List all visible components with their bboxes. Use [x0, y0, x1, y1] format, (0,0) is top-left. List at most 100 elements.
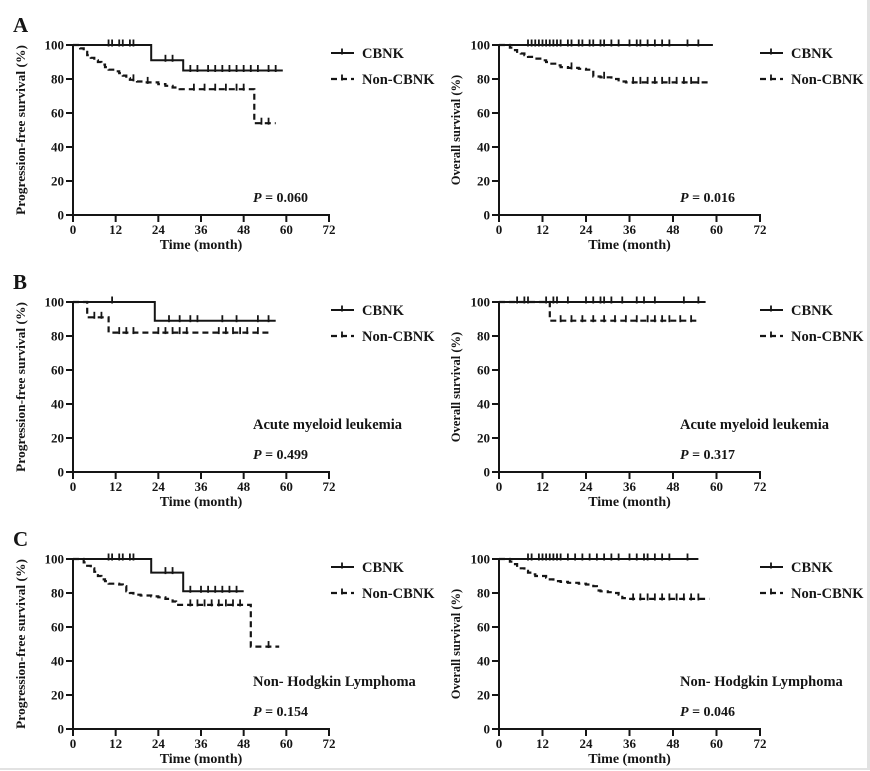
legend-label-cbnk: CBNK	[362, 46, 405, 62]
x-tick-label: 48	[237, 222, 251, 237]
x-tick-label: 48	[667, 222, 681, 237]
x-axis-title: Time (month)	[588, 752, 671, 767]
x-tick-label: 0	[70, 479, 77, 494]
y-tick-label: 40	[477, 654, 490, 669]
y-tick-label: 0	[58, 722, 65, 737]
annotation-non-hodgkin-lymphoma: Non- Hodgkin Lymphoma	[680, 674, 844, 690]
y-tick-label: 80	[477, 329, 490, 344]
x-tick-label: 72	[754, 736, 767, 751]
y-tick-label: 0	[484, 465, 491, 480]
axes	[498, 301, 761, 473]
y-axis-title: Overall survival (%)	[449, 589, 463, 699]
axes	[72, 301, 330, 473]
x-tick-label: 12	[109, 736, 122, 751]
x-tick-label: 12	[536, 736, 549, 751]
panel-B-right-cell: 0 20 40 60 80 100 0 12 24 36 48 60 72 Time (month) Ove…	[435, 257, 870, 514]
legend-label-non-cbnk: Non-CBNK	[791, 329, 864, 345]
y-tick-label: 0	[484, 722, 491, 737]
panel-C-left-cell: C 0 20 40 60 80 100 0 12 24 36 48 60 72 Time (month) Pr…	[0, 514, 435, 770]
legend-label-cbnk: CBNK	[362, 303, 405, 319]
series-non-cbnk-curve	[499, 43, 710, 84]
legend-label-non-cbnk: Non-CBNK	[362, 329, 435, 345]
series-cbnk-curve	[73, 558, 244, 593]
km-plot-A-left: A 0 20 40 60 80 100 0 12 24 36 48 60 72 Time (month) Pr…	[13, 13, 435, 253]
x-axis-title: Time (month)	[588, 238, 671, 253]
legend-label-non-cbnk: Non-CBNK	[791, 72, 864, 88]
legend-label-cbnk: CBNK	[362, 560, 405, 576]
x-tick-label: 24	[580, 479, 594, 494]
y-tick-label: 40	[51, 654, 64, 669]
panel-label-C: C	[13, 527, 28, 551]
x-tick-label: 48	[237, 736, 251, 751]
y-tick-label: 80	[51, 329, 64, 344]
y-tick-label: 60	[51, 363, 64, 378]
x-tick-label: 36	[195, 222, 209, 237]
y-tick-label: 40	[51, 397, 64, 412]
series-non-cbnk-curve	[499, 557, 710, 600]
x-tick-label: 0	[496, 736, 503, 751]
y-axis-title: Progression-free survival (%)	[14, 559, 28, 729]
x-tick-label: 60	[710, 479, 723, 494]
p-value: P = 0.154	[253, 705, 308, 720]
x-tick-label: 36	[195, 479, 209, 494]
x-tick-label: 72	[323, 479, 336, 494]
series-non-cbnk-curve	[499, 300, 699, 322]
series-cbnk-curve	[73, 301, 276, 322]
y-tick-label: 60	[477, 620, 490, 635]
legend-label-cbnk: CBNK	[791, 303, 834, 319]
y-tick-label: 100	[471, 295, 491, 310]
axes	[498, 558, 761, 730]
p-value: P = 0.317	[680, 448, 735, 463]
annotation-acute-myeloid-leukemia: Acute myeloid leukemia	[680, 417, 830, 433]
x-tick-label: 48	[237, 479, 251, 494]
legend-label-non-cbnk: Non-CBNK	[362, 586, 435, 602]
y-tick-label: 40	[51, 140, 64, 155]
y-tick-label: 80	[51, 72, 64, 87]
y-tick-label: 100	[471, 38, 491, 53]
y-tick-label: 0	[58, 208, 65, 223]
y-tick-label: 100	[45, 552, 65, 567]
y-tick-label: 100	[45, 295, 65, 310]
legend-label-non-cbnk: Non-CBNK	[362, 72, 435, 88]
x-tick-label: 24	[152, 736, 166, 751]
panel-C-right-cell: 0 20 40 60 80 100 0 12 24 36 48 60 72 Time (month) Ove…	[435, 514, 870, 770]
y-tick-label: 40	[477, 397, 490, 412]
y-tick-label: 20	[51, 431, 64, 446]
y-tick-label: 100	[45, 38, 65, 53]
x-tick-label: 60	[710, 222, 723, 237]
y-tick-label: 80	[477, 586, 490, 601]
y-axis-title: Progression-free survival (%)	[14, 45, 28, 215]
x-axis-title: Time (month)	[160, 495, 243, 510]
y-axis-title: Overall survival (%)	[449, 332, 463, 442]
y-tick-label: 20	[51, 688, 64, 703]
legend-label-cbnk: CBNK	[791, 560, 834, 576]
panel-label-A: A	[13, 13, 29, 37]
x-tick-label: 0	[70, 222, 77, 237]
x-tick-label: 60	[280, 736, 293, 751]
x-tick-label: 60	[280, 222, 293, 237]
y-tick-label: 40	[477, 140, 490, 155]
y-tick-label: 100	[471, 552, 491, 567]
panel-B-left-cell: B 0 20 40 60 80 100 0 12 24 36 48 60 72 Time (month) Pr…	[0, 257, 435, 514]
x-tick-label: 72	[323, 736, 336, 751]
y-tick-label: 0	[58, 465, 65, 480]
y-tick-label: 80	[477, 72, 490, 87]
x-tick-label: 60	[710, 736, 723, 751]
y-tick-label: 80	[51, 586, 64, 601]
x-tick-label: 12	[109, 222, 122, 237]
annotation-acute-myeloid-leukemia: Acute myeloid leukemia	[253, 417, 403, 433]
x-axis-title: Time (month)	[160, 752, 243, 767]
p-value: P = 0.060	[253, 191, 308, 206]
km-plot-B-right: 0 20 40 60 80 100 0 12 24 36 48 60 72 Time (month) Ove…	[449, 295, 864, 511]
x-tick-label: 72	[323, 222, 336, 237]
y-tick-label: 20	[477, 174, 490, 189]
x-tick-label: 24	[152, 222, 166, 237]
x-tick-label: 12	[536, 479, 549, 494]
series-non-cbnk-curve	[73, 43, 276, 125]
legend-label-non-cbnk: Non-CBNK	[791, 586, 864, 602]
x-axis-title: Time (month)	[588, 495, 671, 510]
x-tick-label: 36	[623, 222, 637, 237]
x-tick-label: 72	[754, 479, 767, 494]
y-tick-label: 60	[51, 620, 64, 635]
